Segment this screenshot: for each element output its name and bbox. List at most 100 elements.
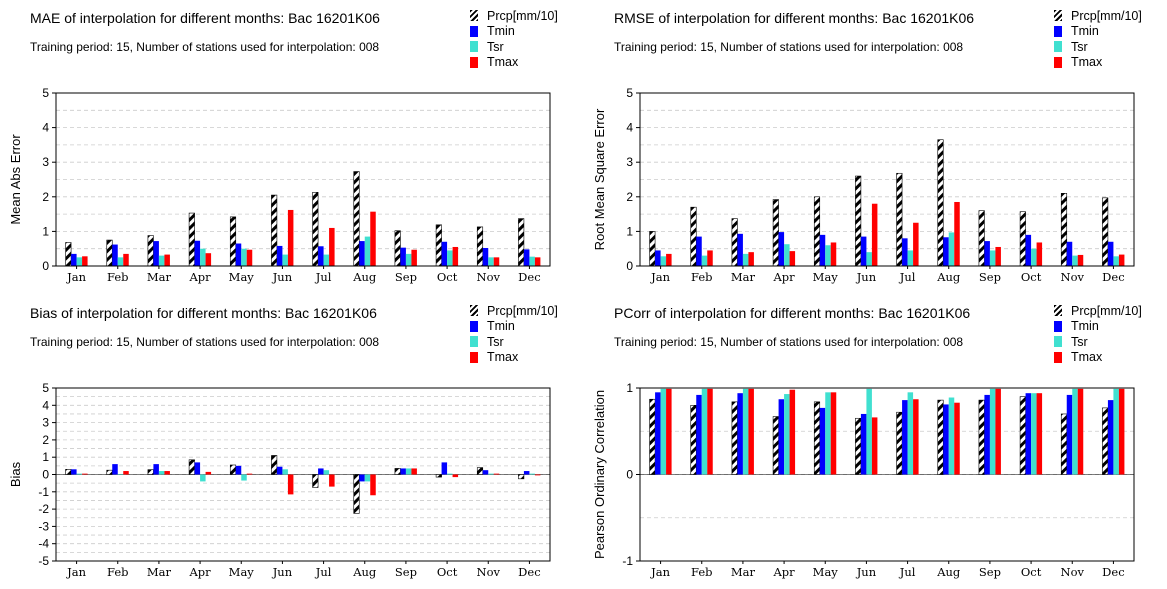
- y-tick-label: 1: [626, 381, 633, 395]
- chart-subtitle: Training period: 15, Number of stations …: [614, 40, 964, 54]
- bar-tmax-sep: [995, 246, 1001, 266]
- legend-swatch-tsr: [470, 336, 478, 348]
- bar-tmin-jan: [71, 253, 77, 266]
- legend-label-tmin: Tmin: [1071, 319, 1099, 334]
- bar-tmin-apr: [194, 240, 201, 266]
- legend-label-tmin: Tmin: [487, 319, 515, 334]
- bar-tmax-mar: [164, 254, 170, 266]
- x-tick-label: Feb: [691, 270, 713, 284]
- bar-tmax-apr: [205, 471, 212, 475]
- legend-swatch-tsr: [1054, 336, 1062, 348]
- x-tick-label: Jul: [315, 270, 332, 284]
- bar-prcp-may: [229, 216, 237, 267]
- x-tick-label: Jun: [856, 565, 877, 579]
- y-tick-label: 0: [626, 259, 633, 273]
- bar-tmin-feb: [696, 236, 702, 266]
- bar-prcp-mar: [731, 218, 738, 267]
- bar-tmin-dec: [1107, 400, 1114, 475]
- bar-tsr-aug: [364, 474, 371, 482]
- bar-tmax-may: [246, 473, 253, 475]
- x-tick-label: Oct: [437, 270, 458, 284]
- bar-tmax-jun: [871, 203, 878, 266]
- bar-tmax-jul: [913, 399, 919, 475]
- bar-tmin-nov: [1066, 241, 1073, 266]
- bar-tmax-apr: [789, 251, 796, 266]
- bar-tsr-may: [241, 474, 247, 481]
- y-tick-label: 4: [42, 398, 49, 412]
- legend-item-tsr: Tsr: [470, 39, 558, 55]
- chart-panel-bias: Bias of interpolation for different mont…: [0, 295, 583, 589]
- bar-prcp-jan: [649, 231, 656, 267]
- bar-tmax-jan: [82, 473, 88, 475]
- bar-tmin-mar: [737, 233, 743, 266]
- legend-item-prcp: Prcp[mm/10]: [1054, 8, 1142, 24]
- bar-tmax-jan: [666, 253, 672, 266]
- x-tick-label: Feb: [691, 565, 713, 579]
- bar-tmin-dec: [523, 471, 530, 475]
- x-tick-label: Jun: [272, 270, 293, 284]
- bar-tsr-sep: [405, 468, 412, 475]
- bar-tsr-sep: [989, 388, 996, 475]
- legend-swatch-prcp: [470, 305, 478, 317]
- bar-tmax-jun: [287, 209, 294, 266]
- bar-tsr-jul: [323, 470, 330, 475]
- bar-tmax-jan: [82, 256, 88, 266]
- x-tick-label: Jan: [66, 270, 86, 284]
- bar-tmin-may: [819, 234, 826, 266]
- bar-prcp-jan: [65, 242, 72, 267]
- bar-tsr-apr: [200, 248, 206, 266]
- legend-item-tmin: Tmin: [1054, 24, 1142, 40]
- legend-item-tsr: Tsr: [1054, 334, 1142, 350]
- x-tick-label: Dec: [518, 270, 540, 284]
- x-tick-label: Dec: [518, 565, 540, 579]
- bar-tmax-jul: [913, 222, 919, 266]
- bar-tsr-aug: [948, 397, 955, 475]
- bar-tmin-jun: [860, 236, 867, 266]
- x-tick-label: Aug: [936, 565, 961, 579]
- x-tick-label: Jan: [66, 565, 86, 579]
- bar-prcp-may: [229, 464, 237, 475]
- y-tick-label: -2: [38, 502, 49, 516]
- bar-prcp-jan: [65, 469, 72, 475]
- bar-tmin-sep: [984, 394, 990, 475]
- bar-tmin-may: [235, 243, 242, 266]
- bar-prcp-jul: [896, 172, 903, 267]
- legend: Prcp[mm/10] Tmin Tsr Tmax: [470, 8, 558, 70]
- legend-item-prcp: Prcp[mm/10]: [470, 8, 558, 24]
- bar-tmin-dec: [523, 249, 530, 266]
- bar-tmax-oct: [1036, 242, 1043, 266]
- legend-label-tmin: Tmin: [1071, 24, 1099, 39]
- legend-label-prcp: Prcp[mm/10]: [487, 8, 558, 23]
- legend-swatch-tmax: [1054, 351, 1062, 363]
- y-tick-label: 5: [42, 86, 49, 100]
- bar-prcp-mar: [147, 469, 154, 475]
- legend-item-prcp: Prcp[mm/10]: [1054, 303, 1142, 319]
- y-axis-label: Root Mean Square Error: [592, 108, 607, 250]
- chart-panel-mae: MAE of interpolation for different month…: [0, 0, 583, 294]
- bar-tmin-jul: [902, 238, 908, 266]
- bar-tsr-apr: [784, 394, 790, 475]
- bar-tmax-may: [830, 242, 837, 266]
- bar-prcp-nov: [476, 467, 484, 475]
- bar-tsr-dec: [529, 473, 535, 475]
- x-tick-label: Aug: [352, 565, 377, 579]
- bar-tmin-aug: [359, 241, 365, 266]
- legend-label-tsr: Tsr: [1071, 39, 1088, 54]
- bar-tmin-sep: [400, 247, 406, 266]
- bar-tmin-jul: [902, 400, 908, 475]
- legend-item-tmin: Tmin: [1054, 319, 1142, 335]
- bar-tmin-jul: [318, 246, 324, 266]
- x-tick-label: Apr: [188, 565, 211, 579]
- y-tick-label: 5: [42, 381, 49, 395]
- bar-tmax-feb: [123, 253, 129, 266]
- legend-item-tmax: Tmax: [470, 350, 558, 366]
- chart-title: PCorr of interpolation for different mon…: [614, 305, 971, 321]
- bar-prcp-sep: [394, 468, 401, 475]
- bar-tmax-jun: [287, 474, 294, 495]
- legend-item-tmin: Tmin: [470, 24, 558, 40]
- y-axis-label: Bias: [8, 461, 23, 487]
- x-tick-label: Oct: [437, 565, 458, 579]
- bar-tmax-feb: [707, 388, 713, 475]
- bar-tmin-may: [819, 407, 826, 475]
- bar-tmax-oct: [1036, 393, 1043, 475]
